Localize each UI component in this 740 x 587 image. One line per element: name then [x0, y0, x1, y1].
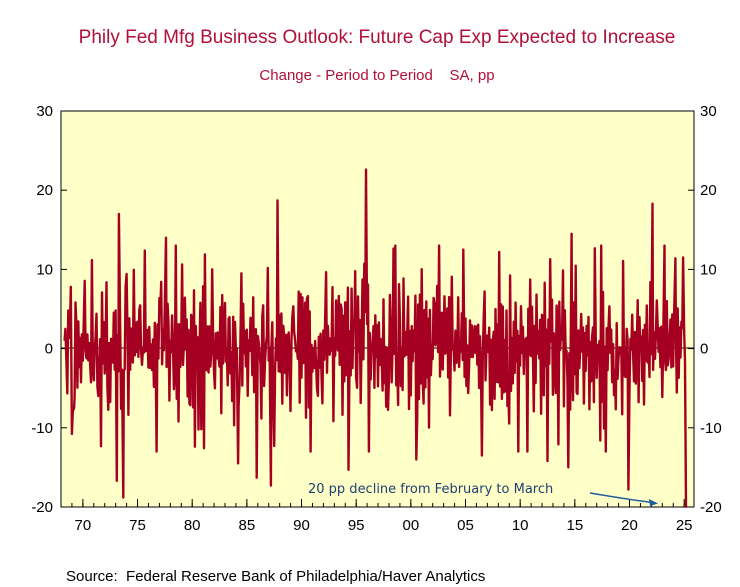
y-tick-label-right: 0 [700, 341, 708, 358]
x-tick-label: 95 [348, 517, 365, 534]
x-tick-label: 15 [566, 517, 583, 534]
x-tick-label: 90 [293, 517, 310, 534]
chart-title: Phily Fed Mfg Business Outlook: Future C… [79, 27, 676, 48]
x-tick-label: 10 [512, 517, 529, 534]
source-note: Source: Federal Reserve Bank of Philadel… [66, 568, 485, 585]
x-tick-label: 80 [184, 517, 201, 534]
y-tick-label-left: 10 [36, 261, 53, 278]
x-tick-label: 85 [239, 517, 256, 534]
y-axis-right: 30 20 10 0 -10 -20 [688, 103, 722, 516]
data-series-line [63, 168, 687, 499]
y-axis-left: 30 20 10 0 -10 -20 [31, 103, 67, 516]
data-series-latest-segment [683, 360, 688, 508]
y-tick-label-left: -20 [31, 499, 53, 516]
x-axis: 70 75 80 85 90 95 00 05 10 15 20 25 [60, 499, 693, 534]
x-tick-label: 05 [457, 517, 474, 534]
y-tick-label-right: 30 [700, 103, 717, 120]
y-tick-label-right: 10 [700, 261, 717, 278]
x-tick-label: 25 [676, 517, 693, 534]
y-tick-label-left: 0 [45, 341, 53, 358]
annotation-text: 20 pp decline from February to March [308, 482, 553, 497]
y-tick-label-right: -20 [700, 499, 722, 516]
chart-subtitle: Change - Period to Period SA, pp [259, 67, 494, 84]
x-tick-label: 70 [75, 517, 92, 534]
y-tick-label-left: 20 [36, 182, 53, 199]
x-tick-label: 20 [621, 517, 638, 534]
x-tick-label: 00 [403, 517, 420, 534]
y-tick-label-left: -10 [31, 420, 53, 437]
x-tick-label: 75 [129, 517, 146, 534]
y-tick-label-right: 20 [700, 182, 717, 199]
y-tick-label-right: -10 [700, 420, 722, 437]
y-tick-label-left: 30 [36, 103, 53, 120]
annotation-arrowhead [649, 499, 658, 506]
